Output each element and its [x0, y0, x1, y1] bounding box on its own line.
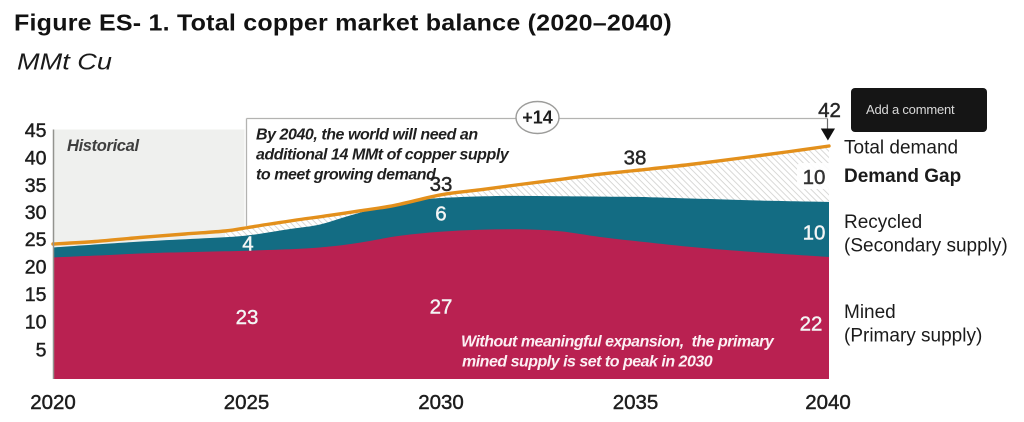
svg-text:25: 25 — [25, 229, 47, 251]
svg-text:Total demand: Total demand — [844, 138, 958, 159]
svg-text:Recycled: Recycled — [844, 212, 922, 233]
svg-text:Figure ES- 1. Total copper mar: Figure ES- 1. Total copper market balanc… — [14, 10, 672, 36]
svg-text:22: 22 — [800, 313, 823, 336]
svg-text:MMt Cu: MMt Cu — [17, 49, 112, 75]
svg-text:15: 15 — [25, 284, 47, 306]
svg-text:35: 35 — [25, 175, 47, 197]
svg-text:Demand Gap: Demand Gap — [844, 166, 961, 187]
svg-text:mined supply is set to peak in: mined supply is set to peak in 2030 — [462, 354, 713, 371]
svg-text:4: 4 — [242, 233, 253, 256]
svg-text:By 2040, the world will need a: By 2040, the world will need an — [256, 127, 478, 144]
svg-text:2030: 2030 — [418, 391, 464, 414]
svg-text:30: 30 — [25, 202, 47, 224]
svg-text:5: 5 — [36, 340, 47, 362]
svg-text:2025: 2025 — [224, 391, 270, 414]
svg-text:2020: 2020 — [30, 391, 76, 414]
svg-text:6: 6 — [435, 203, 446, 226]
svg-text:38: 38 — [624, 147, 647, 170]
svg-text:45: 45 — [25, 120, 47, 142]
svg-text:+14: +14 — [522, 108, 553, 128]
svg-text:10: 10 — [25, 312, 47, 334]
svg-text:to meet growing demand: to meet growing demand — [256, 167, 437, 184]
svg-text:Historical: Historical — [67, 137, 139, 155]
svg-text:33: 33 — [430, 173, 453, 196]
svg-text:(Secondary supply): (Secondary supply) — [844, 236, 1008, 257]
svg-text:27: 27 — [430, 296, 453, 319]
svg-text:2040: 2040 — [805, 391, 851, 414]
svg-text:2035: 2035 — [613, 391, 659, 414]
svg-text:42: 42 — [818, 99, 841, 122]
svg-text:23: 23 — [236, 306, 259, 329]
svg-text:10: 10 — [803, 222, 826, 245]
svg-text:20: 20 — [25, 257, 47, 279]
svg-text:(Primary supply): (Primary supply) — [844, 326, 982, 347]
svg-text:Mined: Mined — [844, 302, 896, 323]
svg-text:10: 10 — [803, 166, 826, 189]
svg-text:Without meaningful expansion,: Without meaningful expansion, the primar… — [461, 334, 775, 351]
svg-text:additional 14 MMt of copper su: additional 14 MMt of copper supply — [256, 147, 510, 164]
svg-text:40: 40 — [25, 148, 47, 170]
